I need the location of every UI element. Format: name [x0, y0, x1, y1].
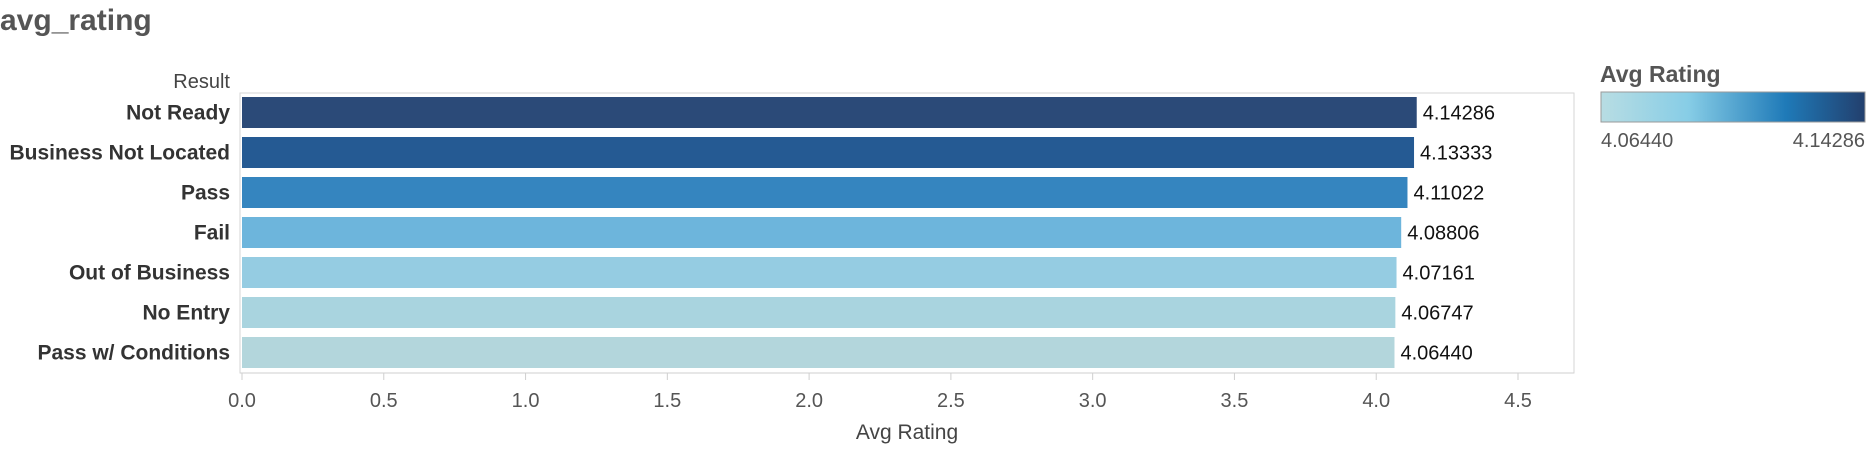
x-tick-label: 2.5	[937, 390, 965, 412]
x-tick-label: 4.5	[1504, 390, 1532, 412]
category-label: No Entry	[142, 302, 230, 325]
legend-min-label: 4.06440	[1601, 130, 1673, 152]
x-tick-label: 0.0	[228, 390, 256, 412]
bar[interactable]	[242, 337, 1395, 368]
bar[interactable]	[242, 217, 1402, 248]
category-label: Business Not Located	[9, 142, 230, 165]
x-tick-label: 4.0	[1362, 390, 1390, 412]
page-title: avg_rating	[0, 4, 152, 37]
value-label: 4.06440	[1400, 343, 1472, 365]
category-label: Pass w/ Conditions	[37, 342, 230, 365]
bars-group: Not Ready 4.14286 Business Not Located 4.13…	[9, 97, 1495, 368]
bar[interactable]	[242, 137, 1415, 168]
category-label: Pass	[181, 182, 230, 205]
bar[interactable]	[242, 297, 1396, 328]
bar[interactable]	[242, 257, 1397, 288]
legend-max-label: 4.14286	[1793, 130, 1865, 152]
value-label: 4.08806	[1407, 223, 1479, 245]
value-label: 4.06747	[1401, 303, 1473, 325]
x-tick-label: 1.0	[512, 390, 540, 412]
x-ticks-group: 0.0 0.5 1.0 1.5 2.0 2.5 3.0 3.5 4.0 4.5	[228, 373, 1532, 412]
legend-gradient-bar	[1600, 91, 1866, 123]
legend-title: Avg Rating	[1600, 61, 1721, 87]
color-legend: Avg Rating 4.06440 4.14286	[1600, 61, 1866, 152]
value-label: 4.07161	[1403, 263, 1475, 285]
row-header-label: Result	[173, 71, 230, 93]
value-label: 4.14286	[1423, 103, 1495, 125]
category-label: Not Ready	[126, 102, 230, 125]
x-tick-label: 3.5	[1221, 390, 1249, 412]
value-label: 4.11022	[1413, 183, 1484, 205]
x-tick-label: 1.5	[653, 390, 681, 412]
category-label: Out of Business	[69, 262, 230, 285]
value-label: 4.13333	[1420, 143, 1492, 165]
x-tick-label: 3.0	[1079, 390, 1107, 412]
x-tick-label: 0.5	[370, 390, 398, 412]
bar[interactable]	[242, 177, 1408, 208]
category-label: Fail	[194, 222, 230, 245]
bar[interactable]	[242, 97, 1417, 128]
x-tick-label: 2.0	[795, 390, 823, 412]
x-axis-title: Avg Rating	[856, 421, 958, 444]
